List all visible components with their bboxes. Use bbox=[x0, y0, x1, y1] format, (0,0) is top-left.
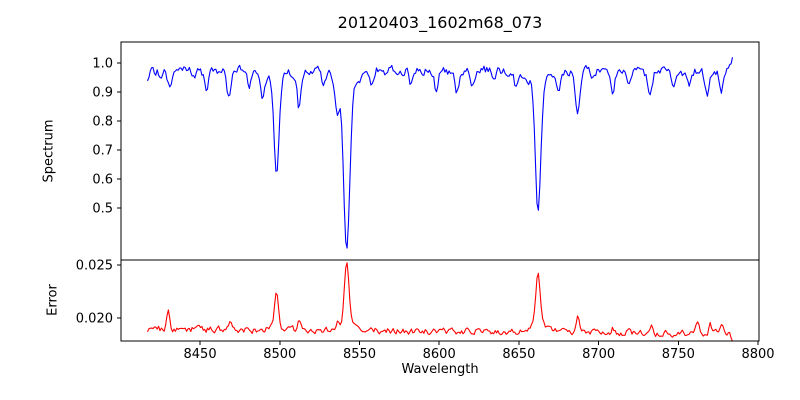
error-curve bbox=[147, 262, 733, 341]
y-tick-label-error: 0.020 bbox=[76, 311, 113, 326]
x-tick-label: 8450 bbox=[184, 347, 217, 362]
y-tick-label-spectrum: 1.0 bbox=[92, 56, 113, 71]
y-tick-label-spectrum: 0.7 bbox=[92, 143, 113, 158]
x-tick-label: 8750 bbox=[662, 347, 695, 362]
x-tick-label: 8600 bbox=[423, 347, 456, 362]
error-axes-frame bbox=[120, 259, 760, 342]
x-tick-label: 8500 bbox=[263, 347, 296, 362]
x-axis-label: Wavelength bbox=[401, 362, 479, 377]
x-tick-label: 8700 bbox=[582, 347, 615, 362]
y-tick-label-spectrum: 0.8 bbox=[92, 114, 113, 129]
y-tick-label-spectrum: 0.6 bbox=[92, 173, 113, 188]
x-tick-label: 8800 bbox=[741, 347, 774, 362]
spectrum-curve bbox=[146, 57, 734, 249]
x-tick-label: 8650 bbox=[502, 347, 535, 362]
y-tick-label-spectrum: 0.5 bbox=[92, 202, 113, 217]
x-tick-label: 8550 bbox=[343, 347, 376, 362]
y-tick-label-spectrum: 0.9 bbox=[92, 85, 113, 100]
plot-title: 20120403_1602m68_073 bbox=[337, 13, 543, 32]
y-tick-label-error: 0.025 bbox=[76, 258, 113, 273]
spectrum-axes-frame bbox=[120, 41, 760, 261]
